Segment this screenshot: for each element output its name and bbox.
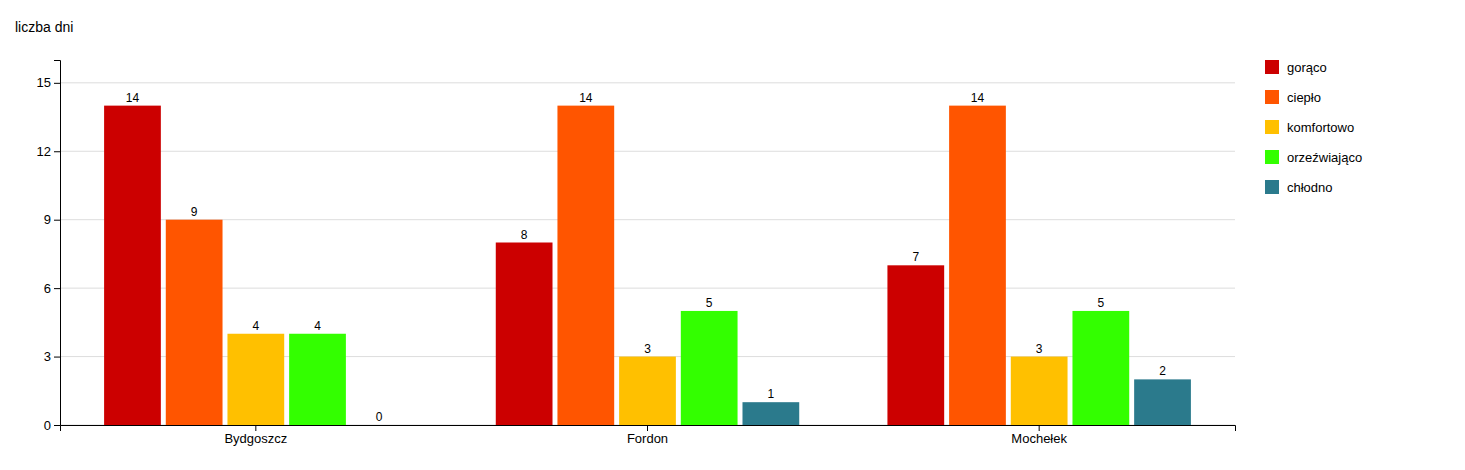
data-label: 2 — [1159, 364, 1166, 378]
data-label: 5 — [1098, 296, 1105, 310]
bar — [1011, 357, 1068, 425]
data-label: 1 — [768, 387, 775, 401]
x-tick-label: Fordon — [627, 431, 668, 446]
grid-line — [60, 219, 1235, 220]
legend-item: komfortowo — [1265, 120, 1354, 135]
y-tick: 0 — [44, 418, 60, 433]
bar — [104, 106, 161, 425]
legend-item: chłodno — [1265, 180, 1333, 195]
bar — [742, 402, 799, 425]
bar — [351, 425, 408, 426]
x-axis: Bydgoszcz Fordon Mochełek — [61, 425, 1236, 446]
bar — [619, 357, 676, 425]
x-axis-line — [61, 426, 1236, 432]
legend-swatch — [1265, 60, 1279, 74]
grid — [60, 83, 1235, 425]
legend-swatch — [1265, 180, 1279, 194]
legend-swatch — [1265, 150, 1279, 164]
data-labels: 14 8 7 9 14 14 4 3 3 4 5 5 0 1 2 — [126, 91, 1166, 424]
y-tick: 15 — [37, 75, 60, 90]
chart: 14879141443345501203691215BydgoszczFordo… — [0, 0, 1465, 470]
data-label: 4 — [252, 319, 259, 333]
data-label: 5 — [706, 296, 713, 310]
x-tick: Fordon — [627, 425, 668, 446]
legend-label: komfortowo — [1287, 120, 1354, 135]
bar — [166, 220, 223, 425]
y-tick: 9 — [44, 212, 60, 227]
plot: 14879141443345501203691215BydgoszczFordo… — [37, 61, 1236, 447]
data-label: 3 — [644, 342, 651, 356]
data-label: 14 — [579, 91, 593, 105]
y-tick-mark — [54, 220, 60, 221]
data-label: 9 — [191, 205, 198, 219]
x-tick-mark — [255, 425, 256, 431]
y-tick-label: 0 — [44, 418, 51, 433]
y-tick-label: 3 — [44, 349, 51, 364]
legend-label: gorąco — [1287, 60, 1327, 75]
y-tick-label: 9 — [44, 212, 51, 227]
legend-item: gorąco — [1265, 60, 1327, 75]
x-tick: Mochełek — [1011, 425, 1067, 446]
legend-label: orzeźwiająco — [1287, 150, 1362, 165]
y-tick-mark — [54, 288, 60, 289]
data-label: 3 — [1036, 342, 1043, 356]
y-tick-label: 6 — [44, 281, 51, 296]
bar — [1072, 311, 1129, 425]
y-tick-mark — [54, 151, 60, 152]
legend-item: ciepło — [1265, 90, 1321, 105]
legend-label: ciepło — [1287, 90, 1321, 105]
y-axis: 0 3 6 9 12 15 — [37, 61, 61, 433]
data-label: 4 — [314, 319, 321, 333]
y-tick-label: 15 — [37, 75, 51, 90]
grid-line — [60, 151, 1235, 152]
legend: gorąco ciepło komfortowo orzeźwiająco chłodn… — [1265, 60, 1362, 195]
legend-item: orzeźwiająco — [1265, 150, 1362, 165]
bar — [227, 334, 284, 425]
y-tick: 12 — [37, 144, 60, 159]
x-tick-mark — [647, 425, 648, 431]
bar — [1134, 379, 1191, 425]
y-tick-mark — [54, 83, 60, 84]
data-label: 7 — [912, 250, 919, 264]
grid-line — [60, 288, 1235, 289]
bar — [289, 334, 346, 425]
y-axis-line — [54, 61, 61, 426]
y-tick: 6 — [44, 281, 60, 296]
y-tick-mark — [54, 357, 60, 358]
legend-label: chłodno — [1287, 180, 1333, 195]
x-tick-label: Mochełek — [1011, 431, 1067, 446]
y-axis-title: liczba dni — [15, 19, 73, 35]
bar — [949, 106, 1006, 425]
grid-line — [60, 82, 1235, 83]
legend-swatch — [1265, 120, 1279, 134]
legend-swatch — [1265, 90, 1279, 104]
x-tick-label: Bydgoszcz — [224, 431, 287, 446]
y-tick: 3 — [44, 349, 60, 364]
data-label: 0 — [376, 410, 383, 424]
y-tick-mark — [54, 425, 60, 426]
data-label: 14 — [971, 91, 985, 105]
x-tick-mark — [1039, 425, 1040, 431]
bar — [681, 311, 738, 425]
x-tick: Bydgoszcz — [224, 425, 287, 446]
bar — [557, 106, 614, 425]
bars — [104, 106, 1191, 425]
bar — [887, 265, 944, 425]
data-label: 14 — [126, 91, 140, 105]
y-tick-label: 12 — [37, 144, 51, 159]
data-label: 8 — [521, 228, 528, 242]
bar — [496, 243, 553, 426]
